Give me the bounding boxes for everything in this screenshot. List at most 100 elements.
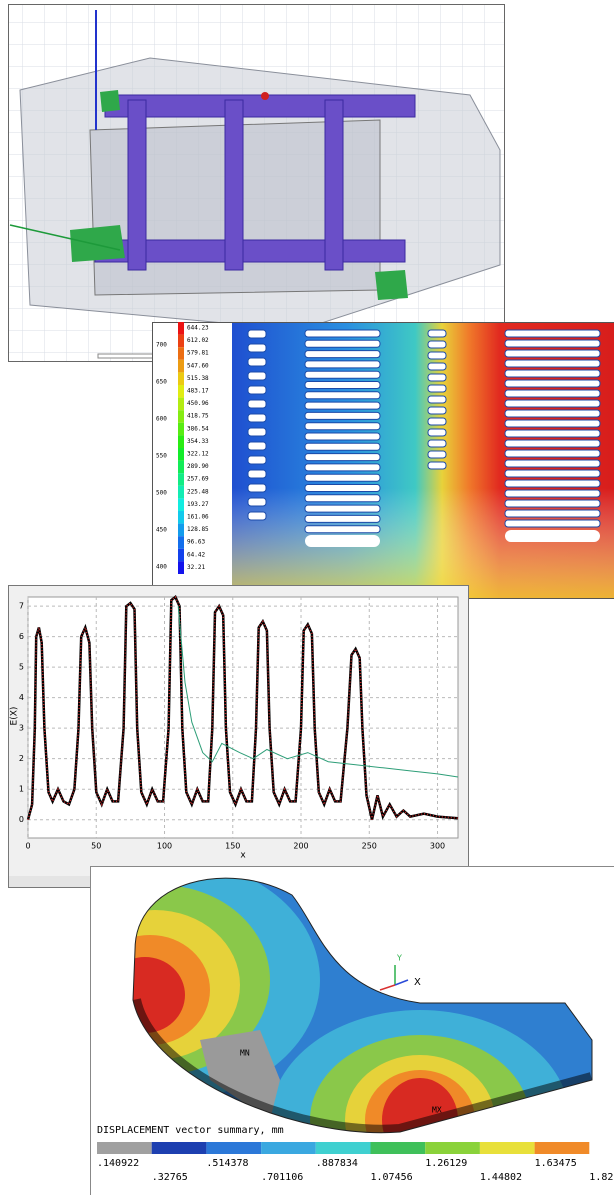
conductor-slot xyxy=(305,535,380,547)
legend-label: 483.17 xyxy=(187,388,209,395)
legend-swatch xyxy=(479,1142,535,1154)
legend-label: 289.90 xyxy=(187,463,209,470)
conductor-slot xyxy=(504,469,601,478)
y-tick-label: 2 xyxy=(19,754,24,763)
legend-swatch xyxy=(178,334,184,348)
conductor-slot xyxy=(247,329,267,339)
conductor-slot xyxy=(304,370,381,379)
x-tick-label: 0 xyxy=(25,842,30,851)
legend-caption: DISPLACEMENT vector summary, mm xyxy=(97,1125,284,1136)
legend-label: 225.48 xyxy=(187,488,209,495)
conductor-slot xyxy=(247,497,267,507)
conductor-slot xyxy=(504,389,601,398)
y-tick-label: 6 xyxy=(19,632,24,641)
conductor-slot xyxy=(304,453,381,462)
axis-label: Y xyxy=(396,954,402,963)
legend-label: 193.27 xyxy=(187,501,209,508)
axis-label: 400 xyxy=(156,564,167,571)
displacement-panel: Y X MN MX DISPLACEMENT vector summary, m… xyxy=(90,866,614,1195)
conductor-slot xyxy=(504,519,601,528)
y-tick-label: 0 xyxy=(19,815,24,824)
y-tick-label: 1 xyxy=(19,785,24,794)
conductor-slot xyxy=(247,441,267,451)
y-tick-label: 7 xyxy=(19,602,24,611)
conductor-slot xyxy=(247,413,267,423)
field-panel: 644.23 612.02 579.81 547.60 515.38 483.17 450.… xyxy=(152,322,614,599)
y-axis-label: E(X) xyxy=(10,707,20,726)
max-marker: MX xyxy=(432,1106,442,1115)
legend-swatch xyxy=(178,372,184,385)
conductor-slot xyxy=(304,411,381,420)
conductor-slot xyxy=(504,429,601,438)
conductor-slot xyxy=(504,339,601,348)
conductor-slot xyxy=(505,530,600,542)
axis-label: 700 xyxy=(156,342,167,349)
legend-swatch xyxy=(534,1142,590,1154)
x-tick-label: 100 xyxy=(157,842,172,851)
conductor-slot xyxy=(304,514,381,523)
legend-swatch xyxy=(315,1142,371,1154)
legend-swatch xyxy=(178,536,184,549)
legend-label: 418.75 xyxy=(187,413,209,420)
conductor-slot xyxy=(504,409,601,418)
triad xyxy=(379,965,409,991)
conductor-slot xyxy=(427,351,447,360)
legend-swatch xyxy=(178,422,184,436)
legend-swatch xyxy=(97,1142,152,1154)
legend-label: 386.54 xyxy=(187,425,209,432)
legend-swatch xyxy=(151,1142,207,1154)
conductor-slot xyxy=(304,484,381,492)
conductor-slot xyxy=(304,494,381,503)
conductor-slot xyxy=(427,384,447,393)
conductor-slot xyxy=(304,360,381,369)
legend-swatch xyxy=(178,485,184,499)
conductor-slot xyxy=(427,395,447,404)
legend-label: .514378 xyxy=(206,1158,248,1169)
conductor-slot xyxy=(504,379,601,388)
x-tick-label: 150 xyxy=(225,842,240,851)
conductor-slot xyxy=(247,399,267,409)
legend-swatch xyxy=(178,322,184,335)
conductor-slot xyxy=(304,432,381,441)
legend-label: 1.07456 xyxy=(371,1172,413,1183)
legend-label: 515.38 xyxy=(187,375,209,382)
conductor-slot xyxy=(504,349,601,358)
conductor-slot xyxy=(304,329,381,338)
legend-swatch xyxy=(178,523,184,537)
legend-label: .140922 xyxy=(97,1158,139,1169)
core xyxy=(94,94,416,271)
legend-label: 128.85 xyxy=(187,526,209,533)
legend-swatch xyxy=(206,1142,262,1154)
conductor-slot xyxy=(504,459,601,468)
conductor-slot xyxy=(504,359,601,368)
conductor-slot xyxy=(427,373,447,382)
conductor-slot xyxy=(304,350,381,359)
legend-swatch xyxy=(261,1142,316,1154)
legend-swatch xyxy=(178,460,184,474)
legend-label: 32.21 xyxy=(187,564,205,571)
y-tick-label: 5 xyxy=(19,663,24,672)
axis-label: X xyxy=(414,977,421,988)
legend-label: .887834 xyxy=(316,1158,358,1169)
legend-label: 1.82 xyxy=(589,1172,613,1183)
conductor-slot xyxy=(304,504,381,513)
legend-label: 1.63475 xyxy=(535,1158,577,1169)
legend-swatch xyxy=(178,473,184,486)
conductor-slot xyxy=(247,483,267,493)
slab-outline xyxy=(132,877,593,1134)
legend-label: 161.06 xyxy=(187,514,209,521)
conductor-slot xyxy=(427,439,447,448)
x-axis-label: x xyxy=(240,851,246,861)
legend-label: 612.02 xyxy=(187,337,209,344)
origin-marker xyxy=(261,92,269,100)
legend-swatch xyxy=(178,347,184,360)
conductor-slot xyxy=(427,406,447,415)
legend-swatch xyxy=(178,410,184,423)
conductor-slot xyxy=(427,450,447,459)
legend-swatch xyxy=(425,1142,480,1154)
legend-swatch xyxy=(178,385,184,398)
conductor-slot xyxy=(504,449,601,458)
conductor-slot xyxy=(304,463,381,472)
